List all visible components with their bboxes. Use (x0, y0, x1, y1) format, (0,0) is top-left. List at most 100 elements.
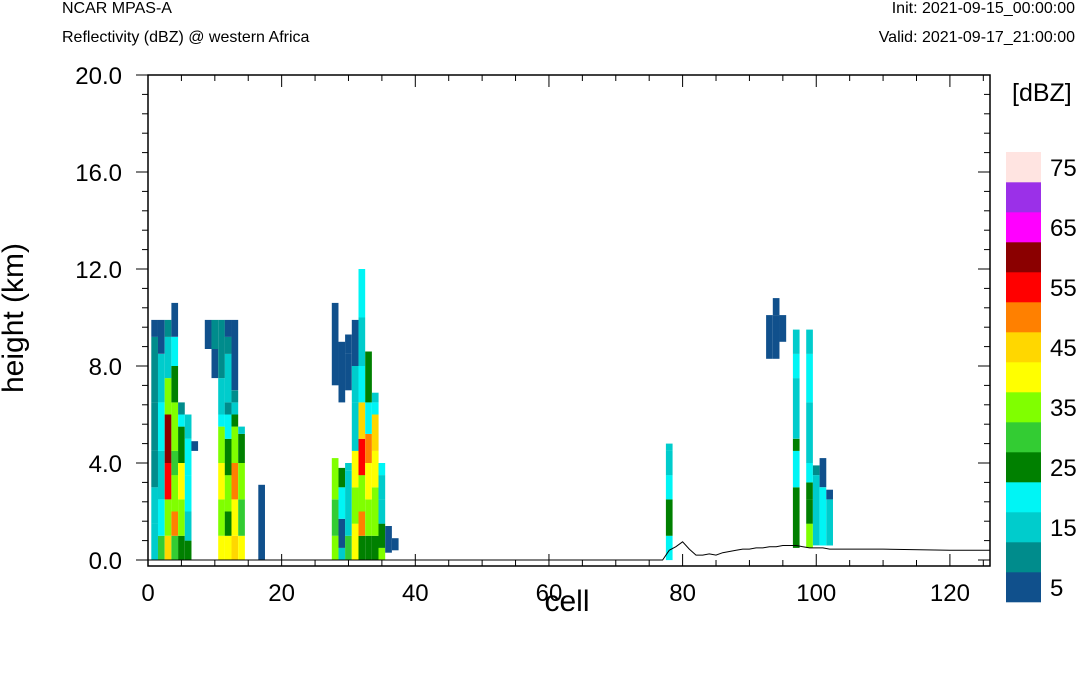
reflectivity-cell (665, 443, 673, 451)
reflectivity-cell (218, 378, 225, 415)
reflectivity-cell (218, 535, 225, 561)
reflectivity-cell (158, 450, 165, 500)
reflectivity-cell (779, 315, 787, 342)
reflectivity-cell (345, 511, 352, 536)
reflectivity-cell (184, 438, 192, 476)
reflectivity-cell (158, 499, 165, 536)
reflectivity-cell (171, 475, 179, 512)
reflectivity-cell (819, 458, 827, 488)
reflectivity-cell (772, 298, 780, 316)
colorbar-label: 65 (1050, 215, 1077, 242)
reflectivity-cell (171, 302, 179, 337)
reflectivity-cell (218, 426, 225, 463)
y-tick-label: 4.0 (89, 451, 122, 478)
reflectivity-cell (178, 463, 185, 500)
x-tick-label: 0 (141, 580, 154, 607)
reflectivity-cell (224, 402, 232, 415)
reflectivity-cell (345, 470, 352, 512)
reflectivity-cell (164, 499, 172, 536)
reflectivity-cell (358, 475, 366, 512)
reflectivity-cell (371, 402, 379, 415)
reflectivity-cell (218, 499, 225, 536)
reflectivity-cell (351, 523, 359, 560)
reflectivity-cell (792, 487, 800, 512)
reflectivity-cell (792, 329, 800, 354)
reflectivity-cell (365, 402, 372, 434)
colorbar-swatch (1006, 422, 1041, 453)
reflectivity-cell (806, 329, 813, 354)
reflectivity-cell (806, 523, 813, 548)
colorbar-label: 45 (1050, 335, 1077, 362)
y-tick-label: 20.0 (75, 63, 122, 90)
reflectivity-cell (351, 487, 359, 524)
reflectivity-cell (164, 463, 172, 500)
reflectivity-cell (151, 523, 158, 560)
reflectivity-cell (806, 499, 813, 524)
reflectivity-cell (766, 315, 773, 359)
reflectivity-cell (338, 467, 346, 488)
colorbar: 5 15 25 35 45 55 65 75 (1006, 152, 1077, 603)
reflectivity-cell (331, 302, 339, 386)
reflectivity-cell (178, 402, 185, 415)
reflectivity-cell (224, 353, 232, 403)
reflectivity-cell (371, 487, 379, 536)
colorbar-label: 75 (1050, 155, 1077, 182)
colorbar-swatch (1006, 242, 1041, 273)
reflectivity-cell (351, 450, 359, 488)
reflectivity-cell (158, 402, 165, 451)
reflectivity-cell (665, 535, 673, 561)
reflectivity-cell (826, 489, 833, 500)
reflectivity-cell (371, 450, 379, 488)
reflectivity-cell (812, 465, 820, 476)
x-tick-label: 20 (268, 580, 295, 607)
colorbar-swatch (1006, 272, 1041, 303)
reflectivity-cell (358, 402, 366, 439)
x-axis-label: cell (544, 585, 590, 618)
reflectivity-cell (231, 402, 239, 415)
x-tick-label: 60 (536, 580, 563, 607)
reflectivity-cell (238, 463, 245, 500)
reflectivity-cell (338, 547, 346, 560)
reflectivity-cell (171, 402, 179, 451)
reflectivity-cell (164, 535, 172, 561)
reflectivity-cell (238, 426, 245, 434)
y-tick-label: 12.0 (75, 257, 122, 284)
reflectivity-cell (338, 518, 346, 548)
reflectivity-cell (792, 378, 800, 439)
reflectivity-cell (231, 414, 239, 427)
reflectivity-cell (826, 499, 833, 546)
reflectivity-cell (158, 535, 165, 561)
x-tick-label: 120 (930, 580, 970, 607)
reflectivity-cell (151, 487, 158, 524)
reflectivity-cell (231, 463, 239, 500)
reflectivity-cell (184, 475, 192, 512)
reflectivity-cell (191, 441, 199, 451)
x-tick-label: 80 (669, 580, 696, 607)
colorbar-label: 35 (1050, 395, 1077, 422)
terrain-line (148, 541, 990, 561)
colorbar-units-label: [dBZ] (1012, 79, 1072, 107)
colorbar-label: 25 (1050, 455, 1077, 482)
reflectivity-cell (806, 402, 813, 463)
reflectivity-cell (358, 366, 366, 403)
reflectivity-cell (151, 336, 158, 366)
reflectivity-cell (184, 540, 192, 560)
reflectivity-cell (184, 511, 192, 541)
reflectivity-cell (151, 450, 158, 488)
reflectivity-cells (151, 269, 833, 561)
reflectivity-cell (224, 336, 232, 354)
reflectivity-cell (365, 535, 372, 561)
reflectivity-cell (258, 484, 265, 560)
reflectivity-cell (378, 475, 386, 500)
valid-time-label: Valid: 2021-09-17_21:00:00 (878, 29, 1075, 46)
terrain (148, 541, 990, 561)
reflectivity-cell (151, 366, 158, 403)
reflectivity-cell (812, 475, 820, 546)
reflectivity-cell (371, 392, 379, 403)
reflectivity-cell (385, 526, 392, 553)
colorbar-swatch (1006, 362, 1041, 393)
colorbar-swatch (1006, 572, 1041, 603)
reflectivity-cell (204, 319, 212, 349)
reflectivity-cell (819, 487, 827, 546)
